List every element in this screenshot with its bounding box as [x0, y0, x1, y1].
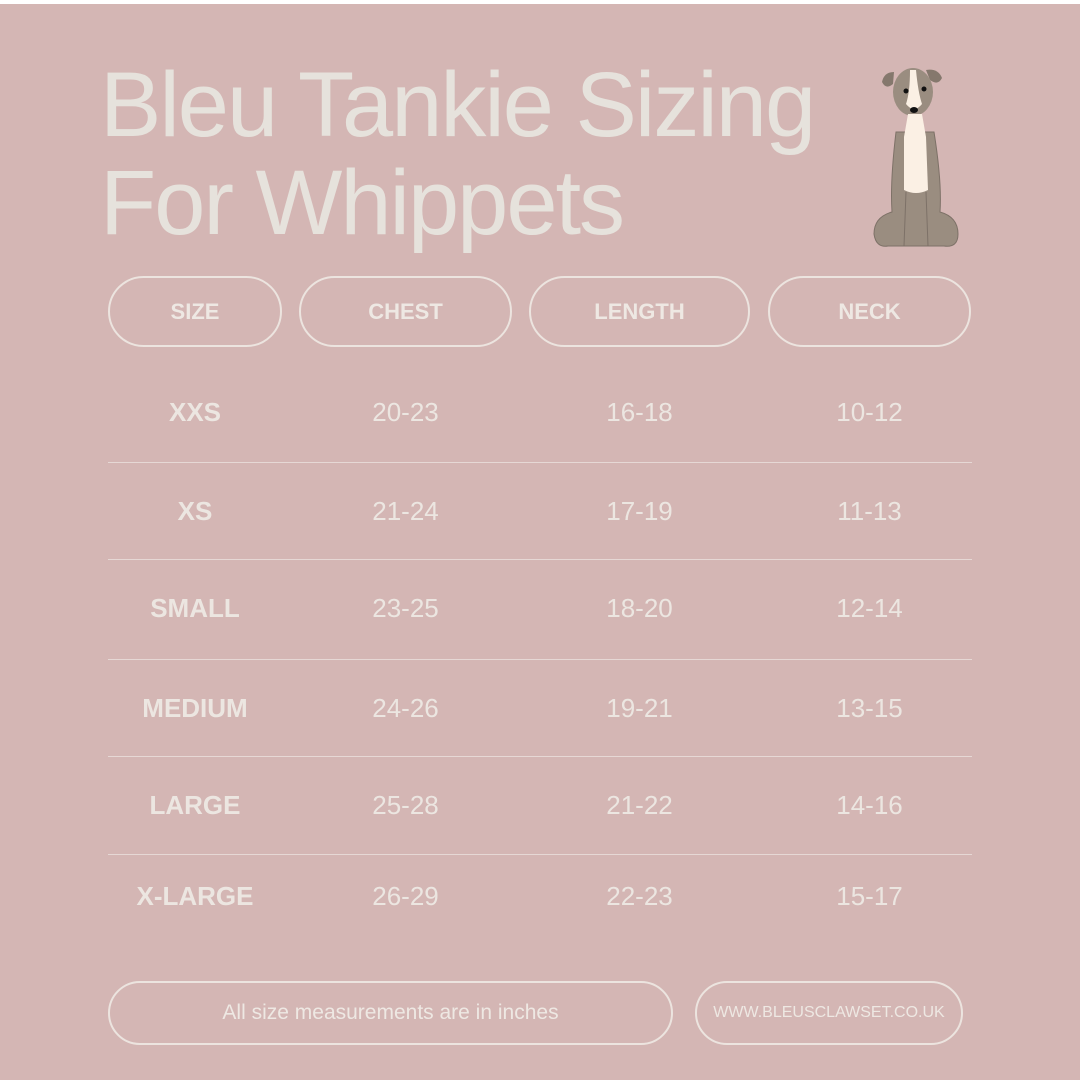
cell-length: 22-23 — [606, 881, 673, 911]
table-row: XS 21-24 17-19 11-13 — [108, 463, 972, 560]
cell-length: 16-18 — [606, 397, 673, 427]
cell-size: LARGE — [149, 790, 241, 820]
cell-chest: 23-25 — [372, 593, 439, 623]
cell-neck: 14-16 — [836, 790, 903, 820]
cell-size: MEDIUM — [142, 693, 248, 723]
table-row: SMALL 23-25 18-20 12-14 — [108, 560, 972, 657]
sizing-card: Bleu Tankie Sizing For Whippets — [0, 4, 1080, 1080]
cell-neck: 15-17 — [836, 881, 903, 911]
cell-length: 19-21 — [606, 693, 673, 723]
cell-length: 17-19 — [606, 496, 673, 526]
header-chest: CHEST — [299, 276, 512, 347]
cell-chest: 24-26 — [372, 693, 439, 723]
cell-neck: 12-14 — [836, 593, 903, 623]
cell-length: 18-20 — [606, 593, 673, 623]
title-line-2: For Whippets — [100, 152, 625, 254]
table-row: XXS 20-23 16-18 10-12 — [108, 364, 972, 461]
cell-size: SMALL — [150, 593, 240, 623]
units-note: All size measurements are in inches — [108, 981, 673, 1045]
cell-chest: 26-29 — [372, 881, 439, 911]
row-divider — [108, 462, 972, 463]
cell-size: XXS — [168, 397, 222, 427]
cell-neck: 13-15 — [836, 693, 903, 723]
cell-chest: 21-24 — [372, 496, 439, 526]
whippet-dog-icon — [873, 68, 959, 247]
row-divider — [108, 559, 972, 560]
header-length: LENGTH — [529, 276, 750, 347]
cell-chest: 20-23 — [372, 397, 439, 427]
title-line-1: Bleu Tankie Sizing — [100, 54, 816, 156]
cell-length: 21-22 — [606, 790, 673, 820]
table-row: LARGE 25-28 21-22 14-16 — [108, 757, 972, 854]
row-divider — [108, 756, 972, 757]
cell-neck: 11-13 — [837, 496, 902, 526]
table-row: X-LARGE 26-29 22-23 15-17 — [108, 848, 972, 945]
header-size: SIZE — [108, 276, 282, 347]
cell-chest: 25-28 — [372, 790, 439, 820]
table-row: MEDIUM 24-26 19-21 13-15 — [108, 660, 972, 757]
cell-neck: 10-12 — [836, 397, 903, 427]
page-title: Bleu Tankie Sizing For Whippets — [100, 54, 816, 254]
row-divider — [108, 854, 972, 855]
row-divider — [108, 659, 972, 660]
header-neck: NECK — [768, 276, 971, 347]
website-link[interactable]: WWW.BLEUSCLAWSET.CO.UK — [695, 981, 963, 1045]
cell-size: X-LARGE — [136, 881, 254, 911]
cell-size: XS — [177, 496, 213, 526]
